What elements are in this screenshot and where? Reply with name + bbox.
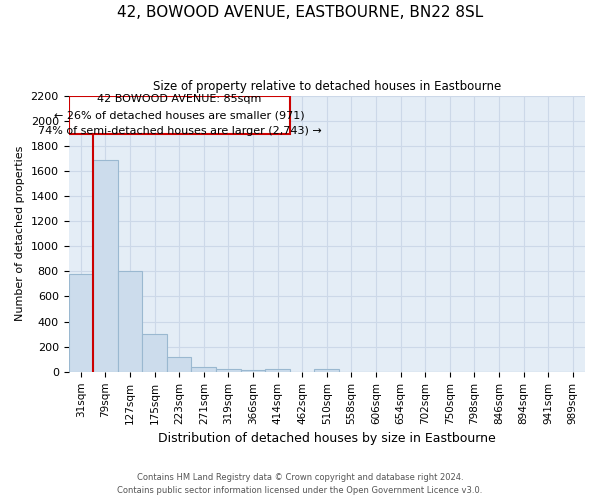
Bar [241, 370, 265, 372]
Y-axis label: Number of detached properties: Number of detached properties [15, 146, 25, 322]
Bar [142, 334, 167, 372]
Bar [265, 370, 290, 372]
Bar [216, 369, 241, 372]
Bar [118, 272, 142, 372]
FancyBboxPatch shape [69, 96, 290, 134]
Bar [68, 274, 93, 372]
X-axis label: Distribution of detached houses by size in Eastbourne: Distribution of detached houses by size … [158, 432, 496, 445]
Bar [314, 368, 339, 372]
Bar [93, 160, 118, 372]
Bar [167, 358, 191, 372]
Text: 42, BOWOOD AVENUE, EASTBOURNE, BN22 8SL: 42, BOWOOD AVENUE, EASTBOURNE, BN22 8SL [117, 5, 483, 20]
Text: 42 BOWOOD AVENUE: 85sqm
← 26% of detached houses are smaller (971)
74% of semi-d: 42 BOWOOD AVENUE: 85sqm ← 26% of detache… [38, 94, 322, 136]
Text: Contains HM Land Registry data © Crown copyright and database right 2024.
Contai: Contains HM Land Registry data © Crown c… [118, 474, 482, 495]
Title: Size of property relative to detached houses in Eastbourne: Size of property relative to detached ho… [152, 80, 501, 93]
Bar [191, 368, 216, 372]
